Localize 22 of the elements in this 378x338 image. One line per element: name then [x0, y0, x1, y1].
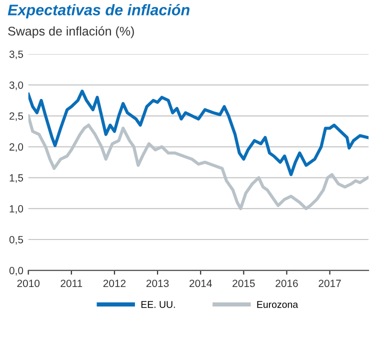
- chart-title: Expectativas de inflación: [8, 4, 190, 18]
- chart-subtitle: Swaps de inflación (%): [8, 26, 134, 38]
- y-tick-label: 0,5: [9, 236, 24, 245]
- y-tick-label: 3,0: [9, 81, 24, 90]
- y-tick-label: 2,5: [10, 112, 24, 121]
- x-tick-label: 2013: [146, 280, 169, 288]
- line-series: [28, 114, 369, 210]
- x-tick-label: 2014: [190, 280, 212, 288]
- legend-label: EE. UU.: [141, 301, 175, 308]
- y-tick-label: 3,5: [9, 50, 24, 60]
- x-tick-label: 2012: [103, 280, 126, 288]
- x-tick-label: 2015: [232, 280, 255, 288]
- x-tick-label: 2016: [276, 280, 298, 288]
- x-tick-label: 2011: [60, 280, 82, 288]
- y-tick-label: 1,5: [10, 174, 24, 183]
- legend-label: Eurozona: [257, 301, 298, 308]
- line-series: [28, 90, 369, 176]
- x-tick-label: 2017: [318, 280, 341, 288]
- x-tick-label: 2010: [17, 280, 40, 288]
- y-tick-label: 0,0: [9, 266, 24, 276]
- y-tick-label: 1,0: [10, 205, 24, 214]
- y-tick-label: 2,0: [10, 143, 24, 152]
